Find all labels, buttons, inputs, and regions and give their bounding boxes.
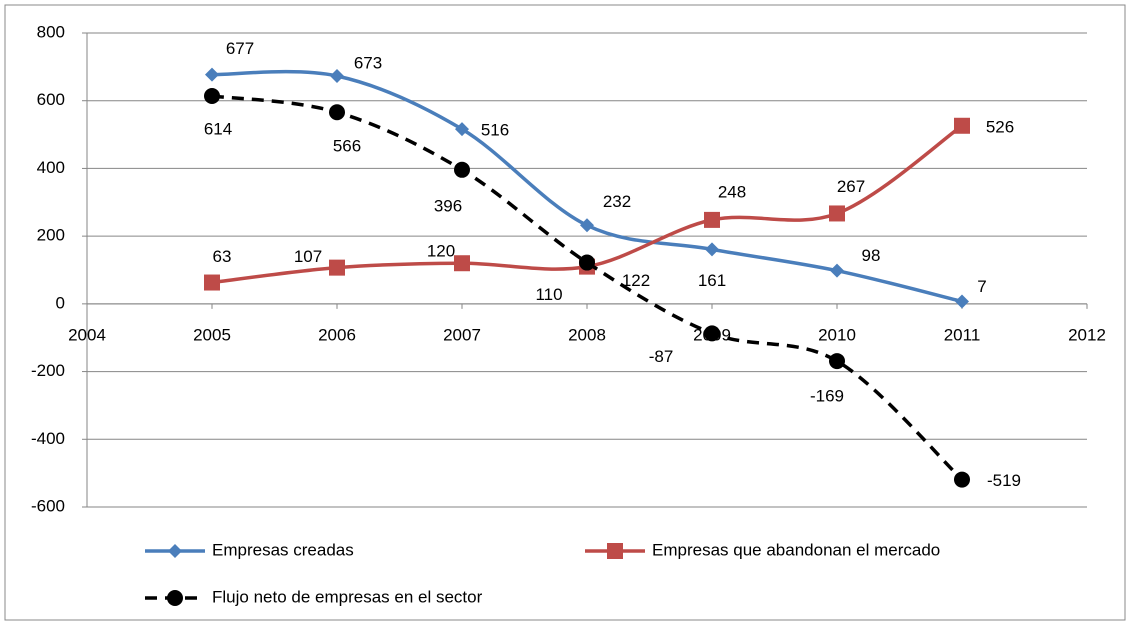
x-tick-label: 2006 (318, 325, 356, 344)
x-tick-label: 2008 (568, 325, 606, 344)
data-label: 677 (226, 39, 254, 58)
legend-marker (168, 544, 182, 558)
data-label: -169 (810, 387, 844, 406)
data-label: 396 (434, 196, 462, 215)
y-tick-label: 600 (37, 90, 65, 109)
data-label: 566 (333, 137, 361, 156)
data-label: 267 (837, 177, 865, 196)
x-tick-label: 2010 (818, 325, 856, 344)
data-label: 107 (294, 247, 322, 266)
data-point (829, 353, 845, 370)
x-tick-label: 2007 (443, 325, 481, 344)
y-tick-label: -200 (31, 361, 65, 380)
data-point (830, 263, 844, 278)
legend-label: Flujo neto de empresas en el sector (212, 587, 483, 606)
data-point (954, 117, 970, 134)
y-tick-label: 0 (56, 293, 65, 312)
data-point (704, 325, 720, 342)
data-point (329, 104, 345, 121)
data-point (205, 67, 219, 82)
data-label: 516 (481, 121, 509, 140)
data-label: 122 (622, 271, 650, 290)
legend-label: Empresas que abandonan el mercado (652, 540, 940, 559)
x-tick-label: 2012 (1068, 325, 1106, 344)
data-point (454, 255, 470, 272)
data-label: 98 (862, 246, 881, 265)
data-point (705, 242, 719, 257)
data-label: 7 (977, 277, 986, 296)
data-label: 232 (603, 192, 631, 211)
data-point (955, 294, 969, 309)
data-label: -87 (649, 347, 674, 366)
data-point (330, 68, 344, 83)
data-point (204, 87, 220, 104)
data-label: 63 (213, 247, 232, 266)
data-point (579, 254, 595, 271)
legend-marker (167, 590, 183, 606)
data-point (204, 274, 220, 291)
data-label: 161 (698, 271, 726, 290)
y-tick-label: -600 (31, 496, 65, 515)
legend-label: Empresas creadas (212, 540, 354, 559)
y-tick-label: -400 (31, 429, 65, 448)
data-point (454, 161, 470, 178)
data-label: 248 (718, 182, 746, 201)
data-point (704, 211, 720, 228)
data-point (455, 122, 469, 137)
data-point (829, 205, 845, 222)
y-tick-label: 400 (37, 158, 65, 177)
data-point (580, 218, 594, 233)
data-point (954, 471, 970, 488)
chart-border (4, 4, 1126, 621)
data-label: 120 (427, 242, 455, 261)
data-point (329, 259, 345, 276)
y-tick-label: 200 (37, 226, 65, 245)
y-tick-label: 800 (37, 22, 65, 41)
x-tick-label: 2004 (68, 325, 106, 344)
x-tick-label: 2011 (944, 325, 981, 344)
x-tick-label: 2005 (193, 325, 231, 344)
data-label: 526 (986, 117, 1014, 136)
data-label: 614 (204, 119, 232, 138)
legend-marker (607, 543, 623, 559)
data-label: 673 (354, 53, 382, 72)
data-label: 110 (535, 285, 562, 304)
data-label: -519 (987, 471, 1021, 490)
